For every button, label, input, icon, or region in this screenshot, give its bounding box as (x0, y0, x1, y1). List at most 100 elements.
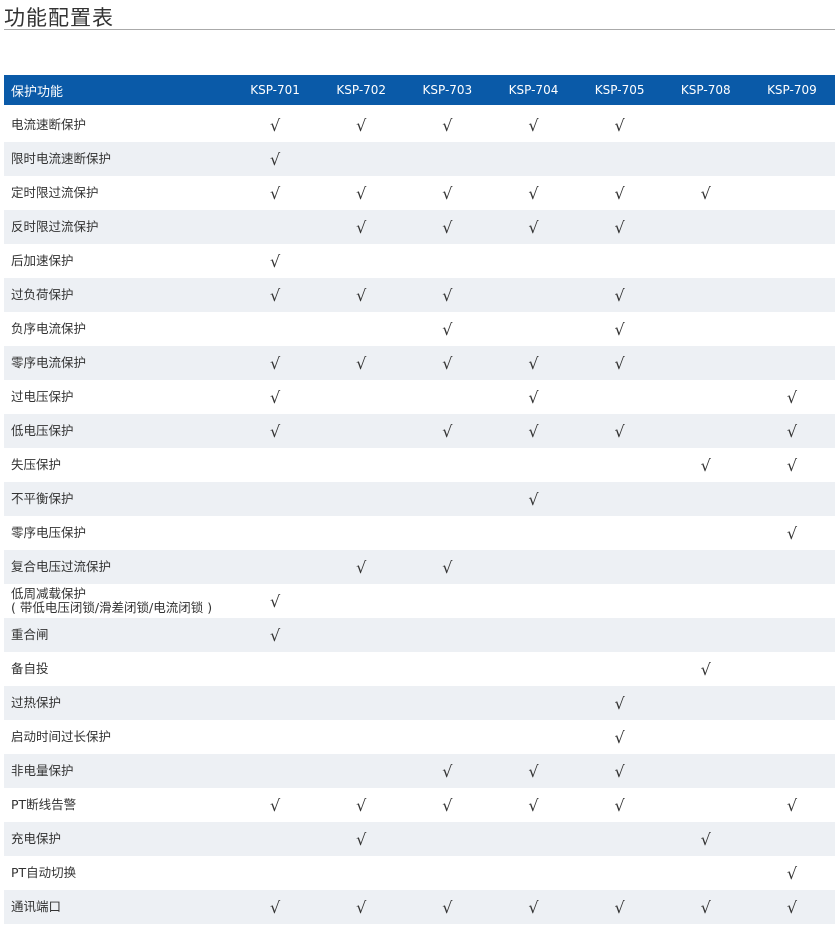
empty-cell (748, 550, 835, 584)
check-mark-icon: √ (576, 346, 663, 380)
empty-cell (576, 618, 663, 652)
empty-cell (232, 856, 318, 890)
empty-cell (318, 482, 405, 516)
check-mark-icon: √ (269, 183, 281, 203)
function-name: 充电保护 (4, 822, 232, 856)
empty-cell (662, 550, 749, 584)
function-name: 启动时间过长保护 (4, 720, 232, 754)
check-mark-icon: √ (318, 550, 405, 584)
empty-cell (577, 448, 663, 482)
function-name: PT断线告警 (4, 788, 232, 822)
check-mark-icon: √ (404, 414, 491, 448)
empty-cell (318, 652, 404, 686)
empty-cell (662, 618, 749, 652)
check-mark-icon: √ (442, 183, 453, 203)
function-label: 充电保护 (11, 831, 62, 846)
empty-cell (318, 720, 404, 754)
empty-cell (663, 380, 749, 414)
table-row: 重合闸 √ (4, 618, 835, 652)
empty-cell (577, 856, 663, 890)
check-mark-icon: √ (269, 387, 281, 407)
table-row: 零序电压保护 √ (4, 516, 835, 550)
function-label: 低周减载保护 (11, 586, 87, 601)
empty-cell (404, 652, 490, 686)
check-mark-icon: √ (786, 863, 798, 883)
function-name: 反时限过流保护 (4, 210, 232, 244)
check-mark-icon: √ (232, 618, 319, 652)
empty-cell (749, 584, 835, 618)
empty-cell (404, 142, 491, 176)
header-model: KSP-704 (490, 75, 577, 105)
title-divider (4, 29, 835, 30)
check-mark-icon: √ (614, 183, 625, 203)
empty-cell (232, 312, 318, 346)
empty-cell (490, 312, 576, 346)
empty-cell (663, 584, 749, 618)
check-mark-icon: √ (404, 210, 491, 244)
check-mark-icon: √ (786, 455, 798, 475)
check-mark-icon: √ (490, 346, 577, 380)
function-name: 负序电流保护 (4, 312, 232, 346)
empty-cell (663, 312, 749, 346)
table-row: 后加速保护 √ (4, 244, 835, 278)
table-row: 定时限过流保护 √ √ √ √ √ √ (4, 176, 835, 210)
function-label: 定时限过流保护 (11, 185, 99, 200)
empty-cell (663, 516, 749, 550)
check-mark-icon: √ (576, 278, 663, 312)
table-row: 备自投 √ (4, 652, 835, 686)
empty-cell (404, 584, 490, 618)
check-mark-icon: √ (614, 727, 625, 747)
check-mark-icon: √ (700, 183, 711, 203)
table-row: 启动时间过长保护 √ (4, 720, 835, 754)
function-label: 零序电压保护 (11, 525, 87, 540)
table-row: 过电压保护 √ √ √ (4, 380, 835, 414)
check-mark-icon: √ (232, 142, 319, 176)
empty-cell (662, 482, 749, 516)
function-label: 不平衡保护 (11, 491, 74, 506)
check-mark-icon: √ (786, 523, 798, 543)
function-label: 非电量保护 (11, 763, 74, 778)
empty-cell (404, 448, 490, 482)
table-row: 电流速断保护 √ √ √ √ √ (4, 108, 835, 142)
check-mark-icon: √ (318, 822, 405, 856)
empty-cell (577, 244, 663, 278)
empty-cell (662, 754, 749, 788)
function-name: PT自动切换 (4, 856, 232, 890)
header-model: KSP-701 (232, 75, 319, 105)
empty-cell (490, 720, 576, 754)
check-mark-icon: √ (269, 795, 281, 815)
table-row: 非电量保护 √ √ √ (4, 754, 835, 788)
function-label: 通讯端口 (11, 899, 62, 914)
header-function: 保护功能 (4, 75, 232, 105)
empty-cell (404, 686, 491, 720)
check-mark-icon: √ (490, 414, 577, 448)
empty-cell (490, 142, 577, 176)
table-row: 低周减载保护( 带低电压闭锁/滑差闭锁/电流闭锁 ) √ (4, 584, 835, 618)
function-label: PT断线告警 (11, 797, 77, 812)
function-name: 电流速断保护 (4, 108, 232, 142)
check-mark-icon: √ (490, 482, 577, 516)
check-mark-icon: √ (576, 210, 663, 244)
check-mark-icon: √ (356, 115, 367, 135)
check-mark-icon: √ (318, 210, 405, 244)
function-label: 反时限过流保护 (11, 219, 99, 234)
check-mark-icon: √ (232, 414, 319, 448)
empty-cell (749, 176, 835, 210)
empty-cell (318, 584, 404, 618)
check-mark-icon: √ (356, 795, 367, 815)
check-mark-icon: √ (442, 319, 453, 339)
function-label: 限时电流速断保护 (11, 151, 112, 166)
empty-cell (490, 244, 576, 278)
header-model: KSP-703 (404, 75, 491, 105)
empty-cell (404, 516, 490, 550)
table-row: 反时限过流保护 √ √ √ √ (4, 210, 835, 244)
check-mark-icon: √ (232, 278, 319, 312)
empty-cell (232, 210, 319, 244)
function-name: 过负荷保护 (4, 278, 232, 312)
check-mark-icon: √ (232, 890, 319, 924)
table-row: 失压保护 √ √ (4, 448, 835, 482)
empty-cell (577, 516, 663, 550)
empty-cell (318, 380, 404, 414)
page-title: 功能配置表 (4, 6, 114, 30)
empty-cell (662, 346, 749, 380)
